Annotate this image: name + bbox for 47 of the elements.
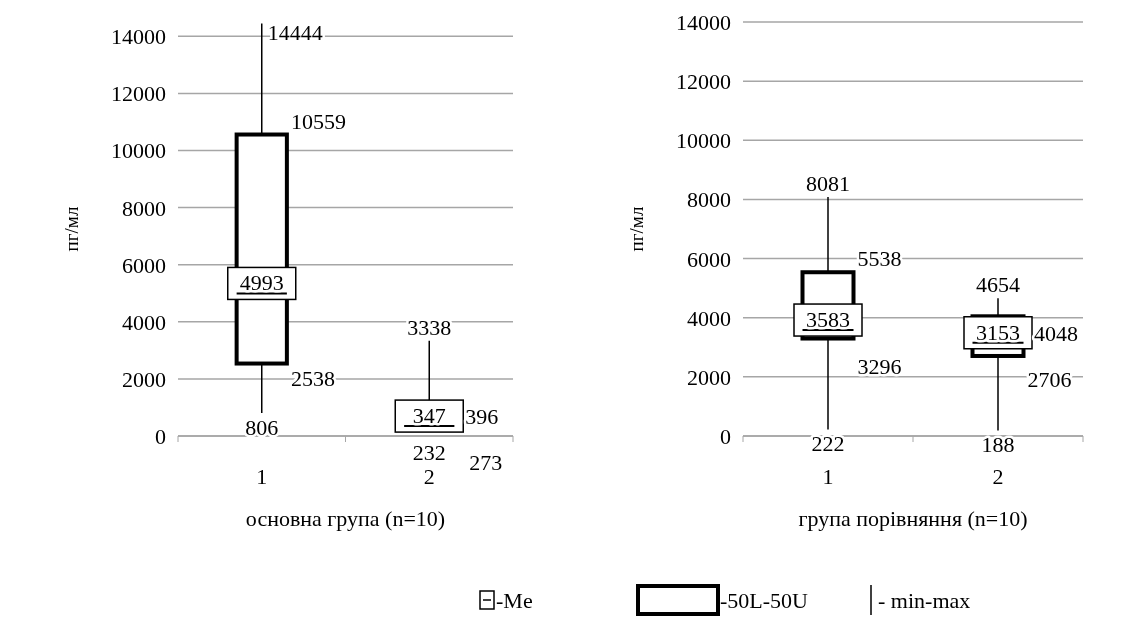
y-axis-title: пг/мл [61,206,82,252]
x-axis-title: група порівняння (n=10) [798,506,1028,531]
x-tick-label: 2 [992,464,1004,489]
annotation: 14444 [267,20,323,45]
annotation: 806 [245,414,279,440]
annotation: 4048 [1034,320,1078,346]
x-tick-label: 2 [423,464,435,489]
text: - min-max [878,588,971,613]
y-tick-label: 6000 [122,252,166,278]
y-tick-label: 14000 [676,10,731,35]
annotation: 3296 [857,354,902,380]
y-tick-label: 4000 [122,309,166,335]
y-tick-label: 2000 [122,366,166,392]
annotation: 3153 [976,319,1020,345]
annotation: 232 [412,440,446,465]
y-tick-label: 12000 [676,69,731,95]
annotation: 5538 [857,246,902,272]
y-tick-label: 8000 [122,195,166,221]
y-tick-label: 10000 [676,128,731,154]
x-tick-label: 1 [256,464,268,489]
annotation: 10559 [290,108,346,134]
text: -50L-50U [720,588,809,613]
y-tick-label: 10000 [111,138,166,164]
annotation: 188 [981,432,1015,458]
x-axis-title: основна група (n=10) [245,506,446,531]
y-tick-label: 14000 [111,24,166,50]
annotation: 396 [465,404,499,430]
y-tick-label: 12000 [111,81,166,107]
y-tick-label: 2000 [687,364,731,390]
annotation: 2538 [290,365,335,391]
text: -Me [496,588,533,613]
y-tick-label: 6000 [687,246,731,272]
y-tick-label: 0 [155,424,166,449]
annotation: 3583 [806,307,850,333]
annotation: 222 [811,431,845,457]
annotation: 4654 [976,272,1020,298]
annotation: 3338 [407,314,452,340]
annotation: 347 [412,403,446,429]
y-tick-label: 4000 [687,305,731,331]
annotation: 273 [469,450,503,476]
x-tick-label: 1 [822,464,834,489]
y-tick-label: 8000 [687,187,731,213]
annotation: 4993 [239,270,284,296]
y-axis-title: пг/мл [626,206,647,252]
y-tick-label: 0 [720,424,731,449]
annotation: 8081 [806,171,850,197]
annotation: 2706 [1027,366,1072,392]
